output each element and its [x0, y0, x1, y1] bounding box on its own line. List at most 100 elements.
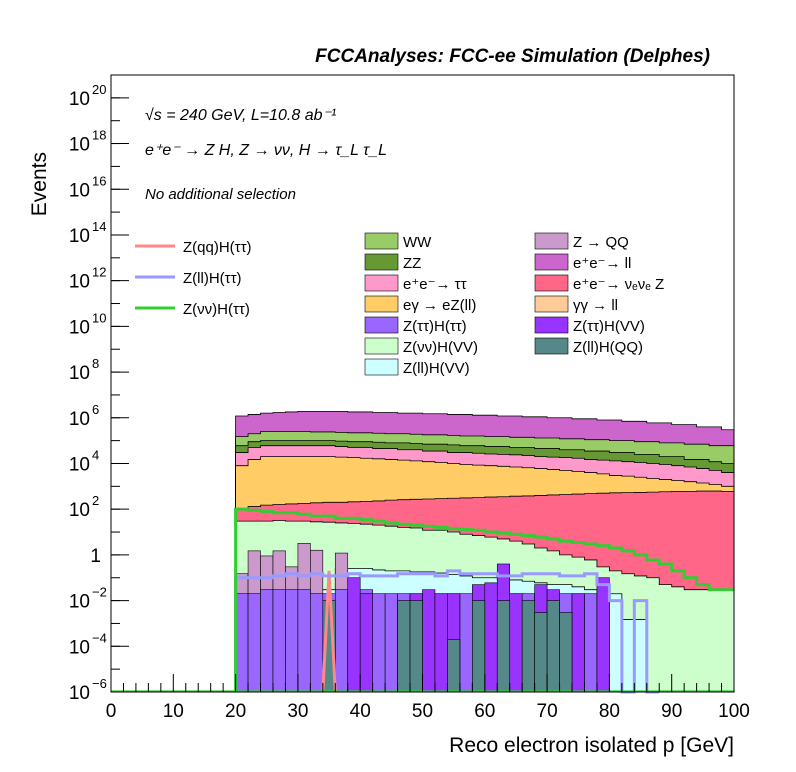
- y-tick-exponent: 12: [92, 265, 106, 280]
- annotation-energy-lumi: √s = 240 GeV, L=10.8 ab⁻¹: [145, 107, 336, 124]
- x-tick-label: 70: [537, 701, 558, 722]
- bar-zh: [459, 593, 473, 693]
- y-tick-label: 10: [69, 454, 90, 475]
- bar-zh: [384, 593, 398, 693]
- legend-label: Z(ll)H(QQ): [573, 339, 643, 356]
- legend-swatch: [364, 253, 399, 271]
- bar-zh: [260, 589, 274, 693]
- y-tick-label: 10: [69, 409, 90, 430]
- legend-swatch: [534, 316, 569, 334]
- x-tick-label: 60: [474, 701, 495, 722]
- bar-zllhqq: [472, 600, 486, 693]
- x-tick-label: 0: [106, 701, 117, 722]
- y-tick-exponent: 20: [92, 82, 106, 97]
- legend-label: ZZ: [403, 255, 421, 272]
- line-zh: [234, 507, 734, 692]
- legend-swatch: [534, 232, 569, 250]
- bar-zh: [334, 589, 349, 693]
- bar-zllhqq: [447, 639, 461, 693]
- y-tick-label: 10: [69, 226, 90, 247]
- line-zqqh: [321, 570, 337, 693]
- bar-zllhqq: [521, 600, 535, 693]
- legend-swatch: [364, 358, 399, 376]
- bar-zhvv: [484, 582, 498, 693]
- y-tick-label: 10: [69, 272, 90, 293]
- legend-label: e⁺e⁻→ ττ: [403, 276, 467, 293]
- bar-zh: [372, 593, 386, 693]
- bar-zh: [584, 593, 598, 693]
- bar-zllhqq: [397, 600, 411, 693]
- y-axis-label: Events: [28, 152, 51, 216]
- y-tick-exponent: 16: [92, 173, 106, 188]
- y-tick-label: 10: [69, 592, 90, 613]
- bar-zhvv: [422, 589, 436, 693]
- legend-swatch: [364, 337, 399, 355]
- legend-swatch: [364, 232, 399, 250]
- legend: Z(qq)H(ττ) Z(ll)H(ττ) Z(νν)H(ττ) WW ZZ e⁺e⁻→ …: [135, 232, 664, 377]
- legend-label: e⁺e⁻→ νₑνₑ Z: [573, 276, 664, 293]
- bar-zh: [297, 589, 311, 693]
- y-tick-exponent: 6: [92, 402, 99, 417]
- legend-label: Z(ll)H(VV): [403, 360, 470, 377]
- x-axis: 0 10 20 30 40 50 60 70 80 90 100: [106, 674, 750, 722]
- annotation-process: e⁺e⁻ → Z H, Z → νν, H → τ_L τ_L: [145, 142, 387, 159]
- legend-label: WW: [403, 234, 432, 251]
- bar-zllhqq: [546, 600, 560, 693]
- legend-swatch: [534, 253, 569, 271]
- bar-zh: [247, 593, 261, 693]
- y-tick-label: 10: [69, 89, 90, 110]
- y-tick-exponent: 8: [92, 356, 99, 371]
- x-tick-label: 10: [163, 701, 184, 722]
- legend-swatch: [364, 295, 399, 313]
- y-tick-label: 10: [69, 683, 90, 704]
- legend-label: Z(νν)H(ττ): [183, 301, 250, 318]
- x-tick-label: 40: [350, 701, 371, 722]
- y-tick-exponent: 4: [92, 447, 99, 462]
- legend-swatch: [534, 337, 569, 355]
- y-tick-label: 10: [69, 317, 90, 338]
- legend-label: Z(ττ)H(VV): [573, 318, 645, 335]
- y-tick-label: 10: [69, 135, 90, 156]
- legend-label: Z(νν)H(VV): [403, 339, 478, 356]
- y-tick-exponent: 2: [92, 493, 99, 508]
- bar-zh: [235, 593, 249, 693]
- line-zllh: [234, 569, 660, 694]
- legend-label: Z(qq)H(ττ): [183, 239, 252, 256]
- bar-zllhqq: [496, 600, 511, 693]
- bar-zh: [285, 589, 299, 693]
- legend-label: γγ → ll: [573, 297, 618, 314]
- plot-area: [111, 411, 735, 694]
- bar-zh: [272, 589, 286, 693]
- y-tick-label: 10: [69, 363, 90, 384]
- bar-zllhqq: [534, 612, 548, 693]
- chart-title: FCCAnalyses: FCC-ee Simulation (Delphes): [315, 46, 710, 67]
- x-tick-label: 30: [287, 701, 308, 722]
- y-tick-exponent: −6: [92, 676, 107, 691]
- bar-zhvv: [347, 577, 361, 693]
- legend-label: Z(ll)H(ττ): [183, 270, 242, 287]
- bar-zhvv: [359, 593, 373, 693]
- bar-zhvv: [434, 593, 448, 693]
- y-tick-exponent: 10: [92, 310, 106, 325]
- y-tick-exponent: 14: [92, 219, 106, 234]
- legend-label: e⁺e⁻→ ll: [573, 255, 631, 272]
- x-tick-label: 50: [412, 701, 433, 722]
- legend-swatch: [534, 274, 569, 292]
- bar-zh: [310, 593, 324, 693]
- x-tick-label: 20: [225, 701, 246, 722]
- bar-zllhqq: [409, 600, 423, 693]
- y-tick-label: 10: [69, 637, 90, 658]
- legend-swatch: [534, 295, 569, 313]
- y-tick-exponent: 18: [92, 128, 106, 143]
- y-tick-label: 1: [90, 546, 101, 567]
- annotation-selection: No additional selection: [145, 186, 296, 203]
- x-tick-label: 80: [599, 701, 620, 722]
- legend-label: Z(ττ)H(ττ): [403, 318, 467, 335]
- legend-label: Z → QQ: [573, 234, 629, 251]
- bar-zllhqq: [559, 612, 573, 693]
- x-tick-label: 100: [718, 701, 750, 722]
- y-tick-label: 10: [69, 500, 90, 521]
- y-tick-exponent: −2: [92, 585, 107, 600]
